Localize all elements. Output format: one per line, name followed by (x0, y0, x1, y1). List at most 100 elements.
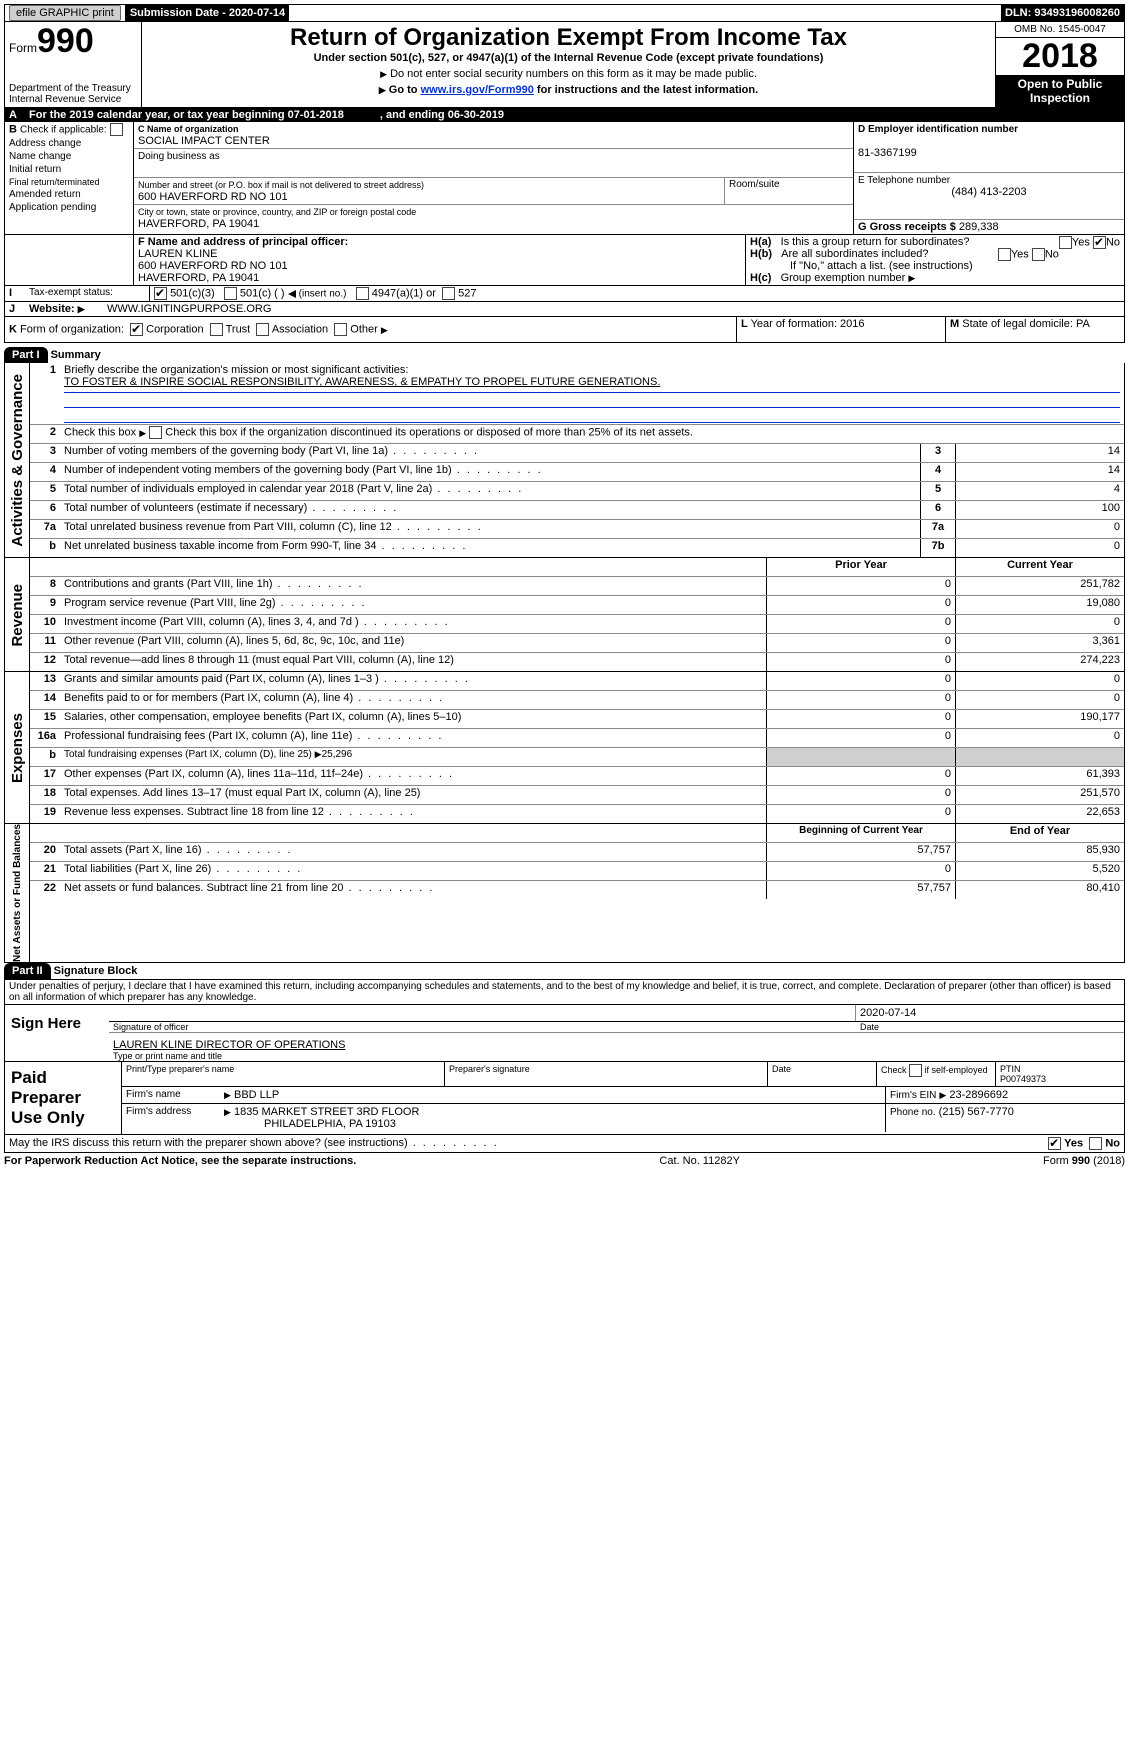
form-word: Form (9, 41, 37, 55)
mission: TO FOSTER & INSPIRE SOCIAL RESPONSIBILIT… (64, 376, 660, 388)
tax-exempt-lbl: Tax-exempt status: (25, 286, 150, 301)
checkbox[interactable] (110, 123, 123, 136)
line-a-begin: For the 2019 calendar year, or tax year … (29, 109, 344, 121)
checkbox[interactable] (356, 287, 369, 300)
hb2-text: If "No," attach a list. (see instruction… (750, 260, 1120, 272)
form-title: Return of Organization Exempt From Incom… (146, 24, 991, 52)
footer-right: Form 990 (2018) (1043, 1155, 1125, 1167)
firm-addr2: PHILADELPHIA, PA 19103 (224, 1118, 396, 1130)
b-opt: Final return/terminated (5, 176, 133, 188)
dln: DLN: 93493196008260 (1001, 5, 1124, 21)
b-opt: Initial return (5, 163, 133, 176)
firm-name: BBD LLP (234, 1089, 279, 1101)
arrow-icon (381, 324, 388, 336)
checkbox[interactable] (130, 323, 143, 336)
arrow-icon (379, 84, 386, 96)
arrow-icon (380, 68, 387, 80)
section-label: Activities & Governance (9, 374, 26, 547)
checkbox[interactable] (442, 287, 455, 300)
check-applicable: Check if applicable: (20, 125, 107, 136)
checkbox[interactable] (224, 287, 237, 300)
checkbox[interactable] (1093, 236, 1106, 249)
val-6: 100 (955, 501, 1124, 519)
sign-date: 2020-07-14 (855, 1005, 1124, 1021)
officer-addr2: HAVERFORD, PA 19041 (138, 272, 259, 284)
val-5: 4 (955, 482, 1124, 500)
b-opt: Address change (5, 137, 133, 150)
ptin-value: P00749373 (1000, 1074, 1046, 1084)
gross-receipts: 289,338 (959, 221, 999, 233)
org-name: SOCIAL IMPACT CENTER (138, 135, 270, 147)
addr-lbl: Number and street (or P.O. box if mail i… (138, 180, 424, 190)
irs-label: Internal Revenue Service (9, 94, 137, 105)
phone-value: (484) 413-2203 (858, 186, 1120, 198)
footer-left: For Paperwork Reduction Act Notice, see … (4, 1155, 356, 1167)
checkbox[interactable] (1032, 248, 1045, 261)
checkbox[interactable] (1048, 1137, 1061, 1150)
checkbox[interactable] (334, 323, 347, 336)
subtitle-2: Do not enter social security numbers on … (390, 68, 757, 80)
officer-addr1: 600 HAVERFORD RD NO 101 (138, 260, 288, 272)
officer-name: LAUREN KLINE (138, 248, 217, 260)
checkbox[interactable] (1089, 1137, 1102, 1150)
b-opt: Amended return (5, 188, 133, 201)
ein-lbl: D Employer identification number (858, 124, 1018, 135)
dept-treasury: Department of the Treasury (9, 83, 137, 94)
gross-receipts-lbl: G Gross receipts $ (858, 221, 956, 233)
checkbox[interactable] (909, 1064, 922, 1077)
arrow-icon (908, 272, 915, 284)
ein-value: 81-3367199 (858, 147, 917, 159)
domicile-state: State of legal domicile: PA (962, 318, 1090, 330)
formation-year: Year of formation: 2016 (751, 318, 865, 330)
form-header: Form990 Department of the Treasury Inter… (4, 22, 1125, 108)
subtitle-1: Under section 501(c), 527, or 4947(a)(1)… (146, 52, 991, 64)
paid-preparer-block: Paid Preparer Use Only Print/Type prepar… (4, 1062, 1125, 1135)
val-7b: 0 (955, 539, 1124, 557)
street-address: 600 HAVERFORD RD NO 101 (138, 191, 288, 203)
checkbox[interactable] (998, 248, 1011, 261)
firm-addr1: 1835 MARKET STREET 3RD FLOOR (234, 1106, 419, 1118)
firm-ein: 23-2896692 (949, 1089, 1008, 1101)
sign-here-block: Sign Here 2020-07-14 Signature of office… (4, 1005, 1125, 1062)
val-3: 14 (955, 444, 1124, 462)
checkbox[interactable] (256, 323, 269, 336)
open-to-public: Open to Public Inspection (996, 75, 1124, 107)
hdr-curr: Current Year (955, 558, 1124, 576)
checkbox[interactable] (154, 287, 167, 300)
b-opt: Name change (5, 150, 133, 163)
hc-text: Group exemption number (781, 272, 906, 284)
city-lbl: City or town, state or province, country… (138, 207, 416, 217)
hdr-prior: Prior Year (766, 558, 955, 576)
arrow-icon (78, 303, 85, 315)
val-7a: 0 (955, 520, 1124, 538)
submission-date: Submission Date - 2020-07-14 (126, 5, 289, 21)
c-name-lbl: C Name of organization (138, 124, 239, 134)
checkbox[interactable] (210, 323, 223, 336)
checkbox[interactable] (149, 426, 162, 439)
discuss-q: May the IRS discuss this return with the… (9, 1137, 499, 1149)
checkbox[interactable] (1059, 236, 1072, 249)
b-opt: Application pending (5, 201, 133, 214)
ha-text: Is this a group return for subordinates? (781, 236, 970, 248)
dba-lbl: Doing business as (138, 151, 220, 162)
efile-button[interactable]: efile GRAPHIC print (9, 5, 121, 21)
section-label: Revenue (9, 584, 26, 647)
line-a-end: , and ending 06-30-2019 (380, 109, 504, 121)
top-bar: efile GRAPHIC print Submission Date - 20… (4, 4, 1125, 22)
city-state-zip: HAVERFORD, PA 19041 (138, 218, 259, 230)
val-4: 14 (955, 463, 1124, 481)
hb-text: Are all subordinates included? (781, 248, 928, 260)
irs-link[interactable]: www.irs.gov/Form990 (421, 84, 534, 96)
form-number: 990 (37, 22, 94, 60)
officer-sign-name: LAUREN KLINE DIRECTOR OF OPERATIONS (113, 1039, 345, 1051)
part-i-summary: Activities & Governance 1Briefly describ… (4, 363, 1125, 558)
section-label: Net Assets or Fund Balances (12, 824, 23, 962)
phone-lbl: E Telephone number (858, 175, 950, 186)
firm-phone: (215) 567-7770 (939, 1106, 1014, 1118)
section-label: Expenses (9, 713, 26, 783)
omb-number: OMB No. 1545-0047 (996, 22, 1124, 38)
tax-year: 2018 (996, 38, 1124, 75)
perjury-text: Under penalties of perjury, I declare th… (4, 979, 1125, 1005)
room-suite-lbl: Room/suite (724, 178, 853, 204)
footer-mid: Cat. No. 11282Y (659, 1155, 740, 1167)
